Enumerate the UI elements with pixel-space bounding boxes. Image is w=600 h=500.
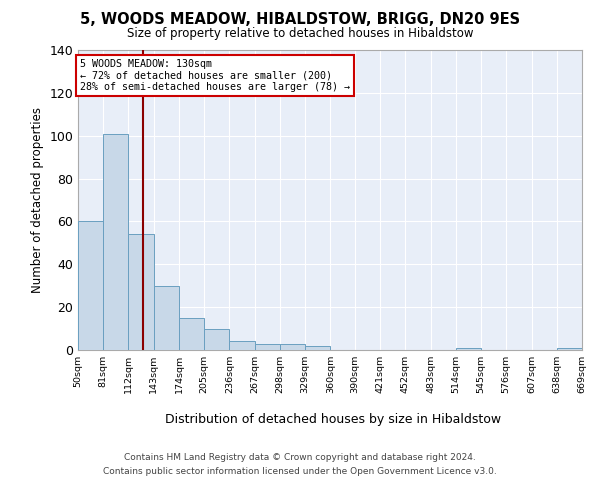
Bar bbox=[128, 234, 154, 350]
Text: Contains public sector information licensed under the Open Government Licence v3: Contains public sector information licen… bbox=[103, 468, 497, 476]
Bar bbox=[229, 342, 254, 350]
Bar bbox=[204, 328, 229, 350]
Text: Distribution of detached houses by size in Hibaldstow: Distribution of detached houses by size … bbox=[165, 412, 501, 426]
Text: 5, WOODS MEADOW, HIBALDSTOW, BRIGG, DN20 9ES: 5, WOODS MEADOW, HIBALDSTOW, BRIGG, DN20… bbox=[80, 12, 520, 28]
Bar bbox=[280, 344, 305, 350]
Bar bbox=[179, 318, 204, 350]
Text: Contains HM Land Registry data © Crown copyright and database right 2024.: Contains HM Land Registry data © Crown c… bbox=[124, 452, 476, 462]
Text: 5 WOODS MEADOW: 130sqm
← 72% of detached houses are smaller (200)
28% of semi-de: 5 WOODS MEADOW: 130sqm ← 72% of detached… bbox=[80, 58, 350, 92]
Y-axis label: Number of detached properties: Number of detached properties bbox=[31, 107, 44, 293]
Bar bbox=[103, 134, 128, 350]
Bar bbox=[78, 222, 103, 350]
Bar bbox=[456, 348, 481, 350]
Bar bbox=[254, 344, 280, 350]
Bar bbox=[154, 286, 179, 350]
Text: Size of property relative to detached houses in Hibaldstow: Size of property relative to detached ho… bbox=[127, 28, 473, 40]
Bar bbox=[557, 348, 582, 350]
Bar bbox=[305, 346, 331, 350]
